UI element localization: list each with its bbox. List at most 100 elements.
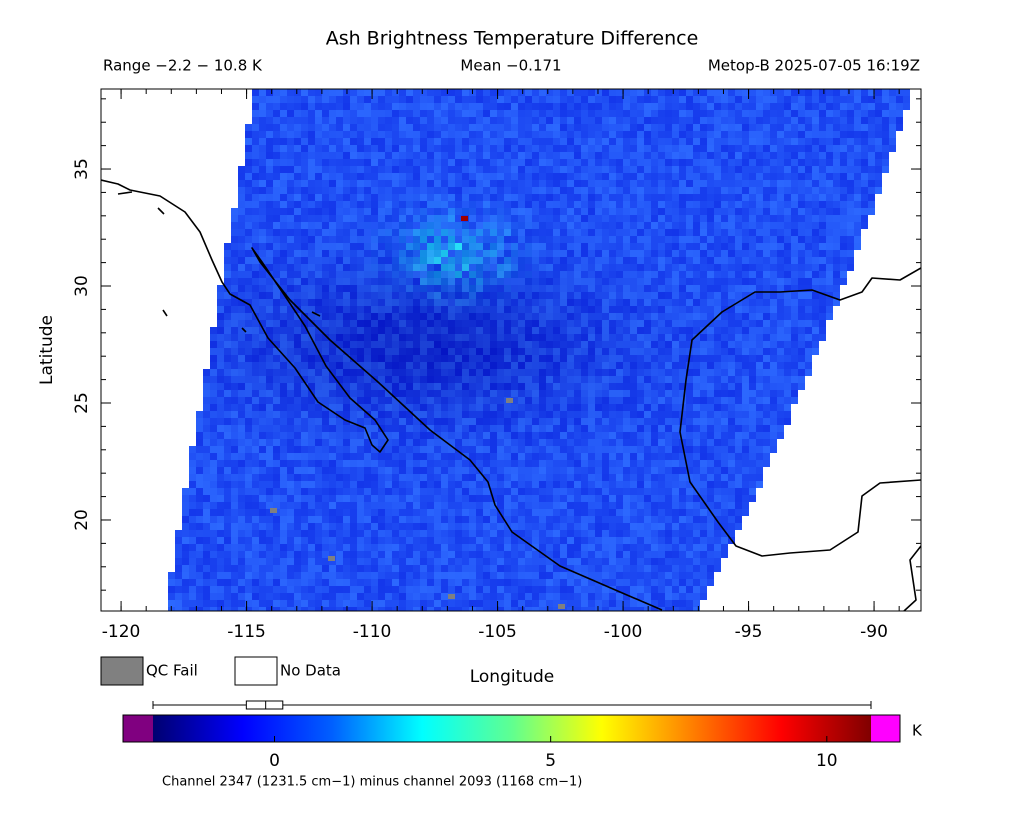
- swath-pixel: [343, 145, 350, 152]
- swath-pixel: [336, 341, 343, 348]
- swath-pixel: [476, 222, 483, 229]
- swath-pixel: [756, 145, 763, 152]
- swath-pixel: [525, 250, 532, 257]
- swath-pixel: [658, 362, 665, 369]
- swath-pixel: [441, 222, 448, 229]
- swath-pixel: [462, 369, 469, 376]
- swath-pixel: [707, 131, 714, 138]
- swath-pixel: [553, 173, 560, 180]
- swath-pixel: [805, 236, 812, 243]
- swath-pixel: [784, 194, 791, 201]
- swath-pixel: [329, 159, 336, 166]
- swath-pixel: [735, 369, 742, 376]
- swath-pixel: [651, 348, 658, 355]
- swath-pixel: [574, 292, 581, 299]
- swath-pixel: [728, 173, 735, 180]
- swath-pixel: [553, 334, 560, 341]
- swath-pixel: [756, 103, 763, 110]
- swath-pixel: [707, 432, 714, 439]
- swath-pixel: [413, 222, 420, 229]
- swath-pixel: [770, 194, 777, 201]
- swath-pixel: [644, 173, 651, 180]
- swath-pixel: [784, 362, 791, 369]
- swath-pixel: [525, 278, 532, 285]
- swath-pixel: [798, 383, 805, 390]
- swath-pixel: [329, 376, 336, 383]
- swath-pixel: [399, 383, 406, 390]
- swath-pixel: [350, 166, 357, 173]
- swath-pixel: [217, 341, 224, 348]
- swath-pixel: [784, 327, 791, 334]
- swath-pixel: [448, 208, 455, 215]
- swath-pixel: [749, 110, 756, 117]
- swath-pixel: [833, 292, 840, 299]
- swath-pixel: [434, 131, 441, 138]
- swath-pixel: [343, 166, 350, 173]
- swath-pixel: [567, 348, 574, 355]
- swath-pixel: [546, 208, 553, 215]
- swath-pixel: [322, 201, 329, 208]
- swath-pixel: [861, 145, 868, 152]
- swath-pixel: [567, 292, 574, 299]
- swath-pixel: [476, 152, 483, 159]
- swath-pixel: [567, 285, 574, 292]
- swath-pixel: [623, 194, 630, 201]
- swath-pixel: [595, 404, 602, 411]
- swath-pixel: [616, 299, 623, 306]
- swath-pixel: [287, 208, 294, 215]
- swath-pixel: [280, 320, 287, 327]
- swath-pixel: [714, 404, 721, 411]
- swath-pixel: [749, 369, 756, 376]
- swath-pixel: [560, 222, 567, 229]
- swath-pixel: [861, 166, 868, 173]
- swath-pixel: [770, 341, 777, 348]
- swath-pixel: [238, 222, 245, 229]
- swath-pixel: [693, 334, 700, 341]
- swath-pixel: [770, 229, 777, 236]
- swath-pixel: [448, 89, 455, 96]
- swath-pixel: [308, 432, 315, 439]
- swath-pixel: [322, 348, 329, 355]
- swath-pixel: [280, 299, 287, 306]
- swath-pixel: [637, 173, 644, 180]
- swath-pixel: [315, 446, 322, 453]
- swath-pixel: [581, 110, 588, 117]
- swath-pixel: [861, 180, 868, 187]
- swath-pixel: [763, 355, 770, 362]
- swath-pixel: [665, 376, 672, 383]
- swath-pixel: [665, 439, 672, 446]
- swath-pixel: [364, 376, 371, 383]
- swath-pixel: [252, 243, 259, 250]
- swath-pixel: [406, 264, 413, 271]
- swath-pixel: [525, 292, 532, 299]
- swath-pixel: [301, 313, 308, 320]
- swath-pixel: [637, 250, 644, 257]
- swath-pixel: [686, 250, 693, 257]
- swath-pixel: [245, 194, 252, 201]
- swath-pixel: [623, 166, 630, 173]
- swath-pixel: [539, 208, 546, 215]
- swath-pixel: [686, 425, 693, 432]
- swath-pixel: [798, 96, 805, 103]
- swath-pixel: [588, 306, 595, 313]
- swath-pixel: [581, 257, 588, 264]
- swath-pixel: [238, 243, 245, 250]
- swath-pixel: [539, 348, 546, 355]
- swath-pixel: [560, 411, 567, 418]
- swath-pixel: [609, 390, 616, 397]
- swath-pixel: [364, 306, 371, 313]
- swath-pixel: [756, 96, 763, 103]
- swath-pixel: [812, 124, 819, 131]
- swath-pixel: [553, 96, 560, 103]
- swath-pixel: [532, 257, 539, 264]
- swath-pixel: [644, 222, 651, 229]
- swath-pixel: [322, 355, 329, 362]
- swath-pixel: [238, 460, 245, 467]
- swath-pixel: [273, 418, 280, 425]
- swath-pixel: [518, 348, 525, 355]
- swath-pixel: [742, 173, 749, 180]
- swath-pixel: [637, 348, 644, 355]
- swath-pixel: [595, 201, 602, 208]
- swath-pixel: [294, 348, 301, 355]
- swath-pixel: [784, 264, 791, 271]
